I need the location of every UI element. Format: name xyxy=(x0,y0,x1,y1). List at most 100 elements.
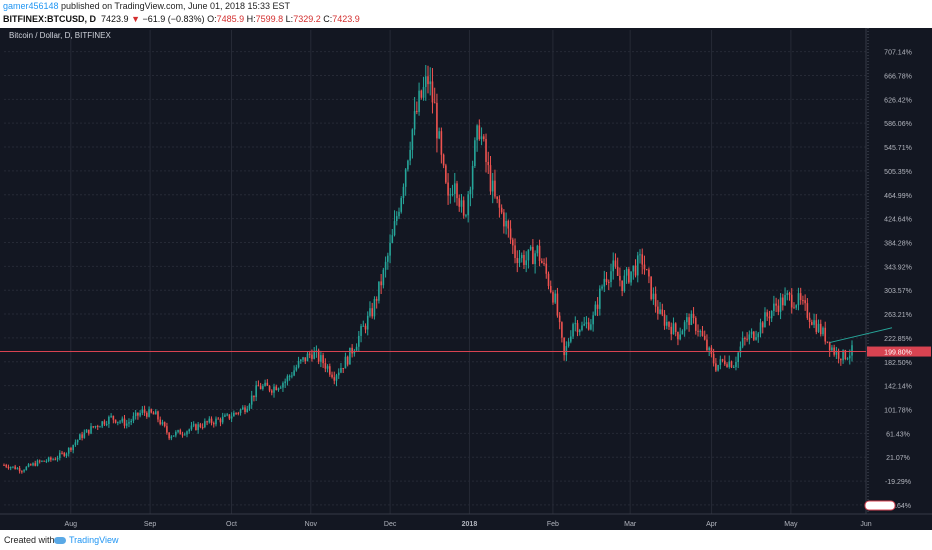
candle-body xyxy=(630,271,632,283)
candle-body xyxy=(134,412,137,417)
candle-body xyxy=(712,354,715,364)
candle-body xyxy=(688,317,690,325)
candle-body xyxy=(607,281,610,283)
candle-body xyxy=(721,359,724,361)
chart-area[interactable]: 707.14% 666.78% 626.42% 586.06% 545.71% 505.3… xyxy=(0,28,932,530)
candle-body xyxy=(400,198,403,212)
candle-body xyxy=(737,352,739,363)
candle-body xyxy=(21,471,23,473)
low-value: 7329.2 xyxy=(293,14,321,24)
candle-body xyxy=(572,324,574,337)
candle-body xyxy=(674,323,677,332)
candle-body xyxy=(623,275,626,291)
price-chart[interactable]: 707.14% 666.78% 626.42% 586.06% 545.71% 505.3… xyxy=(0,28,932,530)
candle-body xyxy=(32,463,34,466)
price-change: −61.9 (−0.83%) xyxy=(142,14,205,24)
candle-body xyxy=(23,470,25,472)
candle-body xyxy=(119,421,121,423)
candle-body xyxy=(710,347,713,355)
candle-body xyxy=(413,110,416,130)
candle-body xyxy=(395,216,398,222)
candle-body xyxy=(199,424,202,427)
y-tick-label: 142.14% xyxy=(884,384,912,391)
candle-body xyxy=(317,350,320,362)
candle-body xyxy=(505,220,507,227)
candle-body xyxy=(393,221,396,236)
x-tick-label: Mar xyxy=(624,521,637,528)
candle-body xyxy=(50,457,52,460)
candle-body xyxy=(447,182,449,196)
candle-body xyxy=(467,194,469,216)
candle-body xyxy=(335,375,338,381)
candle-body xyxy=(320,355,322,362)
candle-body xyxy=(746,338,748,340)
last-price: 7423.9 xyxy=(101,14,129,24)
candle-body xyxy=(79,434,81,440)
candle-body xyxy=(101,421,103,427)
x-tick-label: 2018 xyxy=(462,521,478,528)
username-link[interactable]: gamer456148 xyxy=(3,1,59,11)
candle-body xyxy=(509,228,512,240)
y-tick-label: 343.92% xyxy=(884,264,912,271)
x-tick-label: Oct xyxy=(226,521,237,528)
candle-body xyxy=(183,434,186,436)
candle-body xyxy=(143,409,146,413)
candle-body xyxy=(578,329,581,333)
candle-body xyxy=(690,313,693,325)
tradingview-logo[interactable]: TradingView xyxy=(54,535,119,545)
candle-body xyxy=(804,300,806,304)
candle-body xyxy=(358,335,360,347)
candle-body xyxy=(402,186,405,199)
candle-body xyxy=(469,189,472,195)
candle-body xyxy=(166,426,168,433)
candle-body xyxy=(382,269,385,286)
candle-body xyxy=(244,407,246,413)
candle-body xyxy=(161,422,164,425)
candle-body xyxy=(574,323,577,325)
candle-body xyxy=(482,136,485,140)
candle-body xyxy=(453,183,456,194)
candle-body xyxy=(384,261,387,270)
candle-body xyxy=(549,285,552,293)
candle-body xyxy=(221,416,224,423)
y-tick-label: 464.99% xyxy=(884,193,912,200)
candle-body xyxy=(587,322,590,330)
candle-body xyxy=(532,246,534,265)
candle-body xyxy=(420,90,423,98)
candle-body xyxy=(764,312,766,328)
candle-body xyxy=(724,360,726,365)
candle-body xyxy=(108,416,110,425)
candle-body xyxy=(389,242,391,256)
candle-body xyxy=(424,76,427,88)
candle-body xyxy=(663,314,666,326)
candle-body xyxy=(186,431,188,435)
candle-body xyxy=(38,460,41,462)
y-tick-label: 263.21% xyxy=(884,312,912,319)
candle-body xyxy=(67,448,70,454)
candle-body xyxy=(440,131,443,155)
candle-body xyxy=(3,464,5,466)
candle-body xyxy=(605,278,608,282)
candle-body xyxy=(154,411,157,415)
candle-body xyxy=(92,426,95,428)
candle-body xyxy=(489,165,492,192)
candle-body xyxy=(541,260,543,263)
candle-body xyxy=(375,299,378,301)
candle-body xyxy=(219,419,222,423)
y-tick-label: -19.29% xyxy=(885,479,911,486)
candle-body xyxy=(324,363,327,369)
candle-body xyxy=(554,293,556,303)
candle-body xyxy=(603,278,606,287)
candle-body xyxy=(761,322,764,328)
candle-body xyxy=(534,253,536,265)
candle-body xyxy=(811,321,813,325)
candle-body xyxy=(612,260,615,272)
created-with-label: Created with xyxy=(4,535,55,545)
candle-body xyxy=(645,269,648,271)
candle-body xyxy=(527,249,530,261)
candle-body xyxy=(7,466,10,469)
candle-body xyxy=(735,362,737,368)
candle-body xyxy=(141,409,144,413)
candle-body xyxy=(181,434,184,436)
publish-info: gamer456148 published on TradingView.com… xyxy=(3,1,290,11)
